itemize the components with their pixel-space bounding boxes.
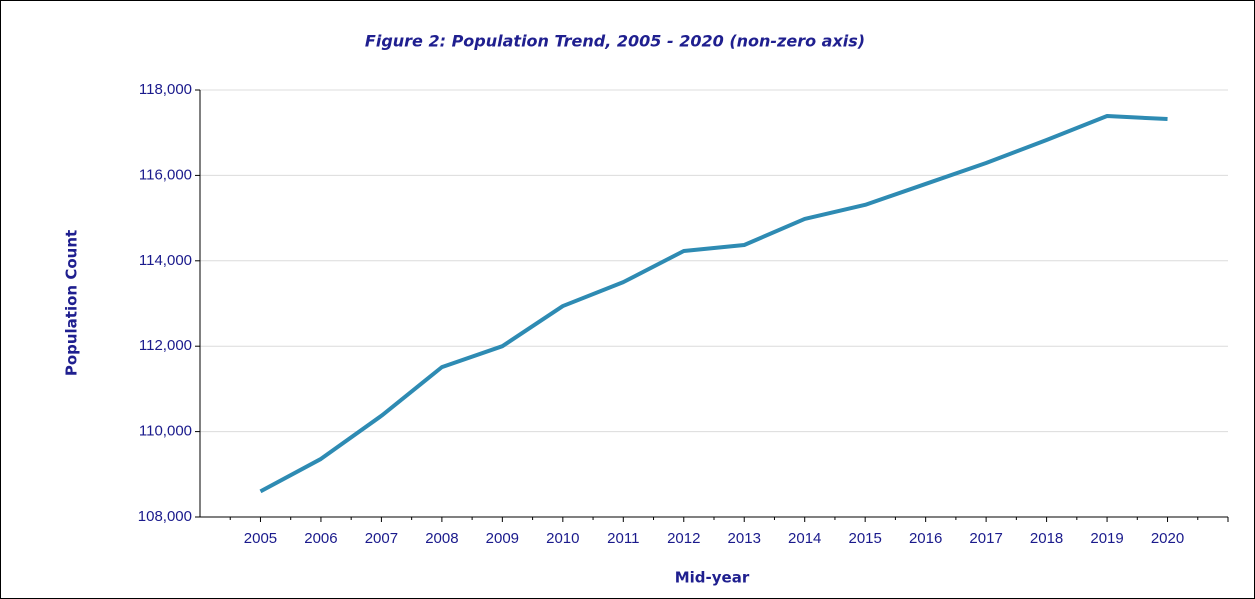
- y-tick-label: 112,000: [139, 337, 192, 354]
- x-tick-label: 2011: [607, 530, 639, 547]
- x-tick-label: 2016: [909, 530, 942, 547]
- data-line: [259, 114, 1168, 494]
- y-tick-label: 108,000: [138, 508, 192, 525]
- x-tick-label: 2019: [1090, 530, 1123, 547]
- chart-title: Figure 2: Population Trend, 2005 - 2020 …: [365, 32, 865, 51]
- y-axis-label: Population Count: [63, 230, 81, 376]
- x-tick-label: 2017: [969, 530, 1002, 547]
- x-tick-label: 2005: [244, 530, 277, 547]
- y-tick-label: 114,000: [139, 252, 192, 269]
- x-tick-label: 2012: [667, 530, 700, 547]
- x-tick-label: 2007: [365, 530, 398, 547]
- x-tick-label: 2015: [848, 530, 881, 547]
- x-tick-label: 2020: [1151, 530, 1184, 547]
- x-tick-label: 2008: [425, 530, 458, 547]
- x-tick-label: 2009: [486, 530, 519, 547]
- y-tick-label: 118,000: [139, 81, 192, 98]
- x-tick-label: 2010: [546, 530, 579, 547]
- y-tick-label: 116,000: [139, 166, 192, 183]
- x-tick-label: 2014: [788, 530, 821, 547]
- x-axis-label: Mid-year: [675, 569, 750, 587]
- x-tick-label: 2018: [1030, 530, 1063, 547]
- x-tick-label: 2006: [304, 530, 337, 547]
- y-tick-label: 110,000: [139, 423, 192, 440]
- x-tick-label: 2013: [728, 530, 761, 547]
